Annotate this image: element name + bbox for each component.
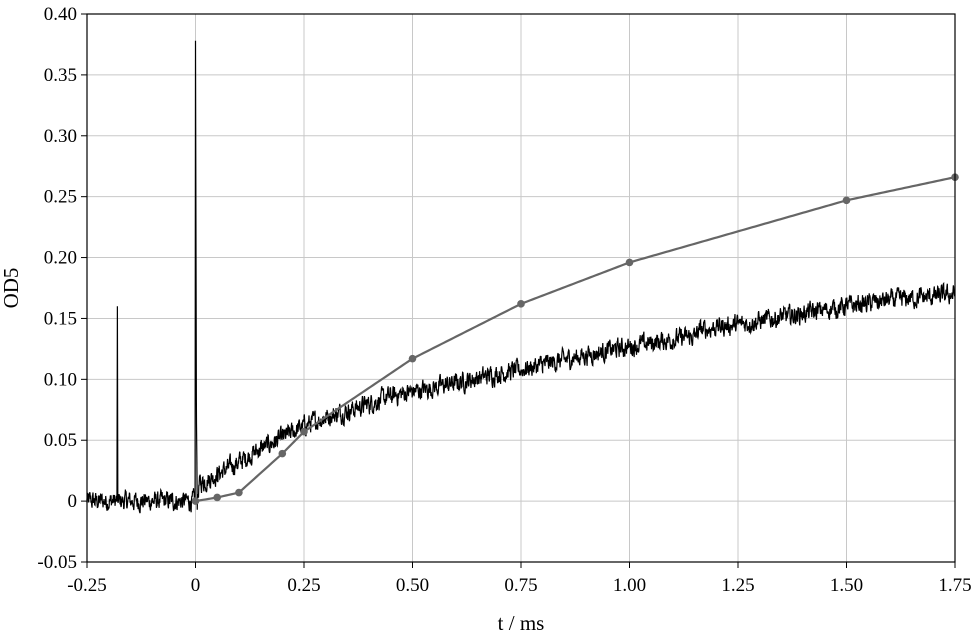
simulated-series (191, 173, 959, 505)
y-tick-labels: -0.05 0 0.05 0.10 0.15 0.20 0.25 0.30 0.35 0.40 (37, 4, 77, 573)
x-tick-label: 0.75 (504, 575, 537, 596)
simulated-point (191, 497, 200, 505)
y-tick-label: 0.05 (44, 430, 77, 451)
simulated-point (235, 488, 243, 497)
x-tick-label: 0.25 (287, 575, 320, 596)
y-tick-label: 0.20 (44, 248, 77, 269)
x-tick-label: -0.25 (67, 575, 107, 596)
simulated-curve-line (195, 176, 956, 503)
x-tick-labels: -0.25 0 0.25 0.50 0.75 1.00 1.25 1.50 1.75 (67, 575, 971, 596)
grid-lines (87, 14, 955, 562)
x-axis-title: t / ms (498, 611, 545, 635)
x-tick-label: 0 (191, 575, 201, 596)
y-tick-label: 0 (68, 491, 78, 512)
measured-trace-line (86, 40, 956, 514)
measured-series (86, 40, 956, 514)
x-tick-label: 1.00 (613, 575, 646, 596)
simulated-point (517, 300, 525, 308)
y-axis-title: OD5 (0, 268, 23, 309)
simulated-point (278, 449, 287, 458)
x-tick-label: 1.50 (830, 575, 863, 596)
tick-marks (81, 13, 956, 568)
y-tick-label: -0.05 (37, 552, 77, 573)
x-tick-label: 0.50 (396, 575, 429, 596)
simulated-point (408, 354, 417, 363)
y-tick-label: 0.40 (44, 4, 77, 25)
simulated-point (625, 258, 634, 267)
y-tick-label: 0.25 (44, 187, 77, 208)
y-tick-label: 0.10 (44, 369, 77, 390)
y-tick-label: 0.30 (44, 126, 77, 147)
y-tick-label: 0.35 (44, 65, 77, 86)
y-tick-label: 0.15 (44, 308, 77, 329)
x-tick-label: 1.75 (938, 575, 971, 596)
simulated-point (842, 196, 851, 205)
x-tick-label: 1.25 (721, 575, 754, 596)
simulated-point (300, 427, 308, 436)
simulated-point (213, 493, 221, 502)
